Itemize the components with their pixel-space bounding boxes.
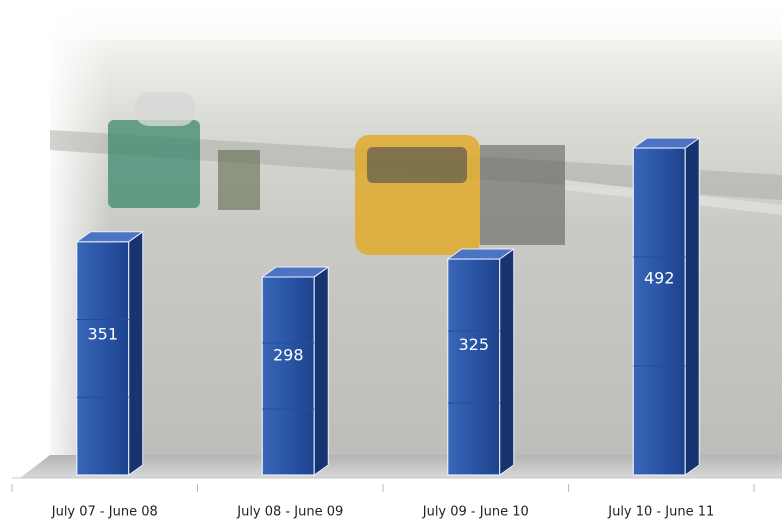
bar-side <box>313 265 329 476</box>
value-label: 351 <box>87 325 118 344</box>
bar-top <box>75 231 145 243</box>
bar-top <box>260 266 330 278</box>
bar-top <box>446 248 516 260</box>
bar <box>76 241 130 476</box>
bar-top <box>631 137 701 149</box>
bar <box>447 258 501 476</box>
bar-side <box>499 248 515 476</box>
x-tick-label: July 08 - June 09 <box>236 505 343 520</box>
x-tick-label: July 10 - June 11 <box>607 505 714 520</box>
value-label: 492 <box>644 268 675 287</box>
bar-side <box>128 230 144 476</box>
value-label: 298 <box>273 346 304 365</box>
bar-side <box>684 137 700 476</box>
bar <box>261 276 315 476</box>
x-tick-label: July 09 - June 10 <box>422 505 529 520</box>
bar <box>632 147 686 476</box>
floor <box>20 455 782 478</box>
value-label: 325 <box>458 335 489 354</box>
x-tick-label: July 07 - June 08 <box>51 505 158 520</box>
